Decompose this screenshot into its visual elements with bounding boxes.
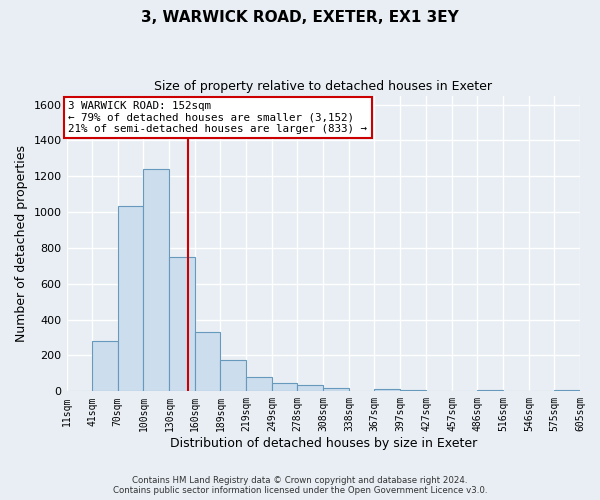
Bar	[477, 390, 503, 392]
Text: 3, WARWICK ROAD, EXETER, EX1 3EY: 3, WARWICK ROAD, EXETER, EX1 3EY	[141, 10, 459, 25]
Bar	[298, 384, 323, 392]
Bar	[169, 257, 196, 392]
Bar	[92, 341, 118, 392]
Bar	[143, 169, 169, 392]
Bar	[196, 332, 220, 392]
X-axis label: Distribution of detached houses by size in Exeter: Distribution of detached houses by size …	[170, 437, 477, 450]
Bar	[554, 390, 580, 392]
Bar	[247, 377, 272, 392]
Bar	[118, 206, 143, 392]
Text: Contains HM Land Registry data © Crown copyright and database right 2024.
Contai: Contains HM Land Registry data © Crown c…	[113, 476, 487, 495]
Bar	[400, 390, 426, 392]
Title: Size of property relative to detached houses in Exeter: Size of property relative to detached ho…	[154, 80, 492, 93]
Bar	[272, 382, 298, 392]
Text: 3 WARWICK ROAD: 152sqm
← 79% of detached houses are smaller (3,152)
21% of semi-: 3 WARWICK ROAD: 152sqm ← 79% of detached…	[68, 101, 367, 134]
Bar	[220, 360, 247, 392]
Bar	[374, 388, 400, 392]
Bar	[323, 388, 349, 392]
Y-axis label: Number of detached properties: Number of detached properties	[15, 145, 28, 342]
